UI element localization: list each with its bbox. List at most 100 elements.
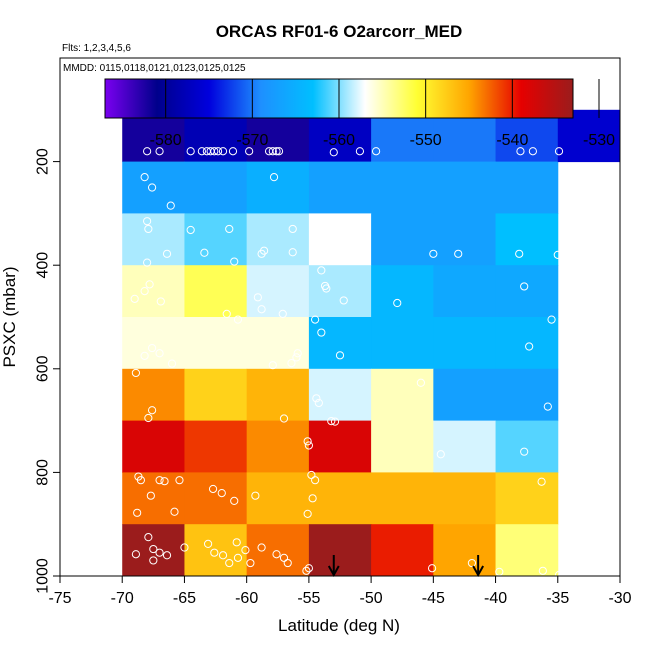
x-tick-label: -60 <box>235 590 258 607</box>
sample-point <box>554 570 564 580</box>
sample-point <box>251 491 260 500</box>
heatmap-cell <box>371 213 434 266</box>
sample-point <box>140 173 149 182</box>
sample-point <box>213 147 223 156</box>
sample-point <box>131 550 141 559</box>
heatmap-cell <box>122 420 185 473</box>
sample-point <box>317 328 326 337</box>
heatmap-cell <box>246 161 310 214</box>
sample-point <box>288 248 297 257</box>
heatmap-cell <box>122 317 185 370</box>
sample-point <box>268 361 277 370</box>
sample-point <box>160 477 169 486</box>
sample-point <box>200 248 209 257</box>
sample-point <box>279 414 289 423</box>
heatmap-cell <box>433 472 497 525</box>
sample-point <box>257 543 266 552</box>
y-axis: 200 400 600 800 1000 <box>35 148 60 594</box>
sample-point <box>292 353 301 362</box>
heatmap-cell <box>122 213 185 266</box>
sample-point <box>166 201 175 210</box>
colorbar-tick-label: -560 <box>323 132 355 149</box>
colorbar-tick-label: -570 <box>236 132 268 149</box>
heatmap-cell <box>184 109 248 163</box>
sample-point <box>257 305 266 314</box>
sample-point <box>175 476 184 485</box>
sample-point <box>186 147 195 156</box>
sample-point <box>210 548 219 557</box>
heatmap-cell <box>184 472 248 525</box>
sample-point <box>537 477 546 486</box>
sample-point <box>230 496 239 505</box>
sample-point <box>155 349 164 358</box>
sample-point <box>278 309 287 318</box>
arrow-head <box>472 565 485 578</box>
sample-point <box>543 402 552 411</box>
sample-point <box>233 315 243 324</box>
sample-point <box>147 406 157 415</box>
sample-point <box>283 558 292 568</box>
heatmap-cell <box>433 420 497 473</box>
sample-point <box>133 508 142 517</box>
heatmap-cell <box>246 213 310 266</box>
sample-point <box>167 359 177 368</box>
heatmap-cell <box>433 265 497 318</box>
sample-point <box>186 225 195 235</box>
sample-point <box>140 287 149 296</box>
sample-point <box>427 564 437 573</box>
sample-point <box>246 558 255 568</box>
arrow-head <box>327 565 340 578</box>
sample-point <box>429 249 438 258</box>
sample-point <box>230 257 239 266</box>
heatmap-cell <box>371 265 434 318</box>
heatmap-cell <box>495 161 559 214</box>
colorbar-tick-label: -580 <box>150 132 182 149</box>
sample-point <box>203 539 213 548</box>
y-tick-label: 200 <box>35 148 52 175</box>
heatmap-cell <box>246 472 310 525</box>
sample-point <box>272 550 281 559</box>
heatmap-cell <box>184 161 248 214</box>
heatmap-cell <box>433 213 497 266</box>
sample-point <box>144 533 153 542</box>
sample-point <box>232 538 241 547</box>
sample-point <box>303 437 312 446</box>
heatmap-cell <box>122 524 185 577</box>
colorbar-ticks: -580 -570 -560 -550 -540 -530 <box>150 79 615 149</box>
heatmap-cell <box>184 368 248 422</box>
sample-point <box>547 315 556 324</box>
sample-point <box>312 394 321 403</box>
heatmap-cell <box>308 472 372 525</box>
sample-point <box>149 544 158 554</box>
sample-point <box>162 249 172 258</box>
heatmap-cell <box>308 317 372 370</box>
sample-point <box>393 298 402 308</box>
sample-point <box>554 147 564 156</box>
heatmap-cells <box>122 109 620 577</box>
sample-point <box>525 342 534 351</box>
sample-point <box>288 224 297 234</box>
y-tick-label: 400 <box>35 252 52 279</box>
sample-point <box>454 249 463 258</box>
heatmap-cell <box>308 368 372 422</box>
sample-point <box>495 567 504 576</box>
x-tick-label: -50 <box>360 590 383 607</box>
heatmap-cell <box>246 265 310 318</box>
heatmap-cell <box>371 472 434 525</box>
sample-point <box>553 250 562 259</box>
y-tick-label: 1000 <box>35 558 52 594</box>
sample-point <box>528 147 537 156</box>
sample-point <box>272 147 281 156</box>
sample-point <box>218 147 228 156</box>
sample-point <box>293 349 302 358</box>
sample-point <box>416 378 425 387</box>
dates-note: MMDD: 0115,0118,0121,0123,0125,0125 <box>63 63 246 74</box>
colorbar-tick-label: -530 <box>583 132 615 149</box>
x-tick-label: -65 <box>173 590 196 607</box>
x-tick-label: -40 <box>484 590 507 607</box>
sample-point <box>329 148 338 157</box>
sample-point <box>311 476 320 485</box>
sample-point <box>317 266 326 275</box>
y-tick-label: 600 <box>35 355 52 382</box>
